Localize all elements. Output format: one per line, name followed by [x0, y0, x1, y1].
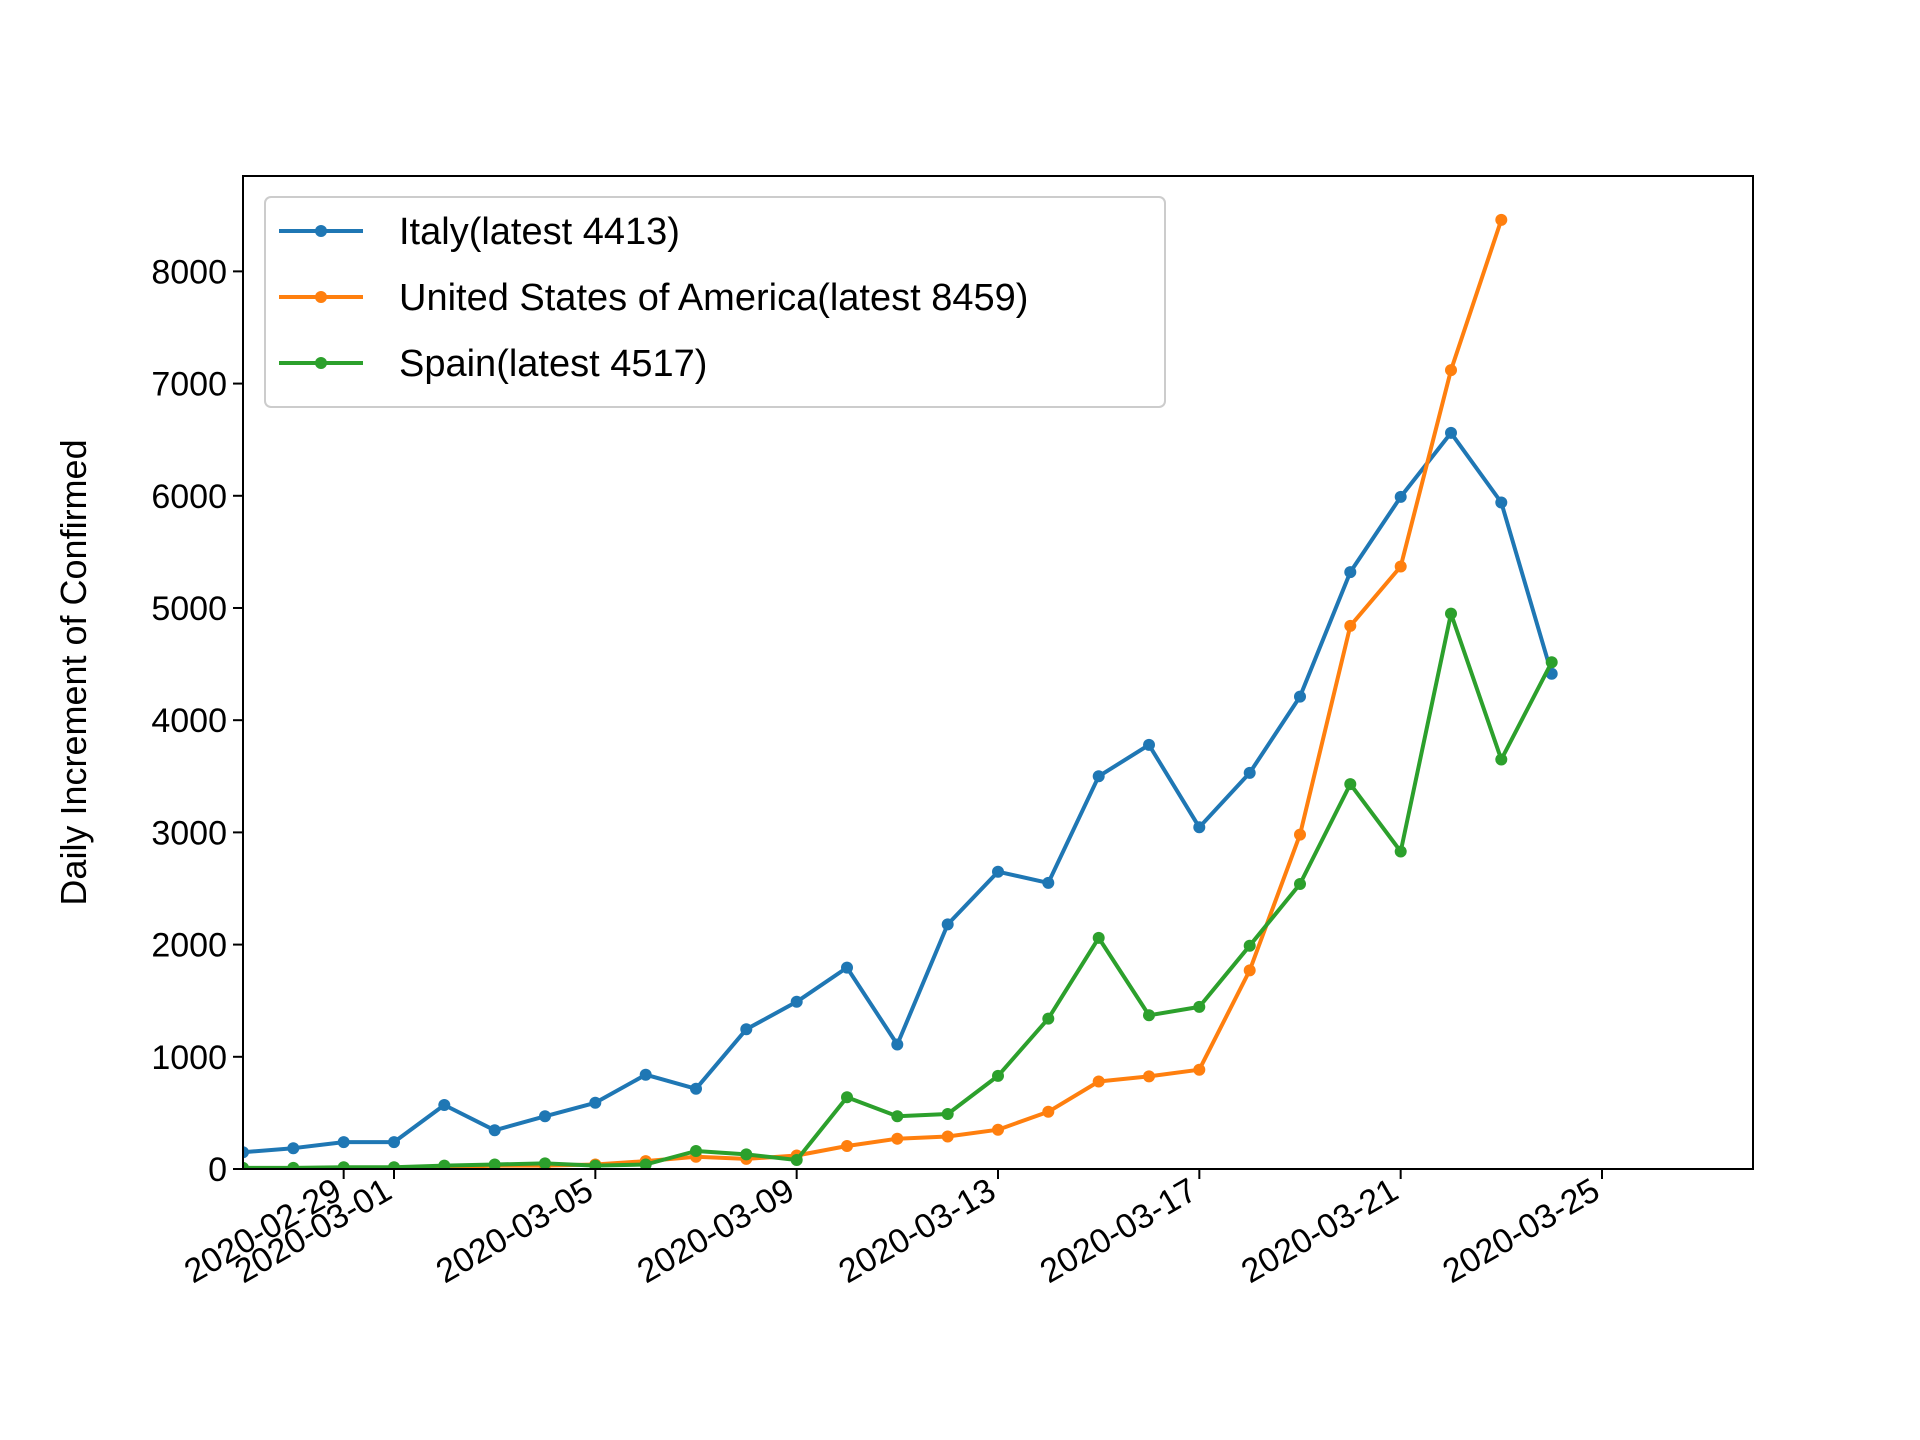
data-point: [841, 961, 853, 974]
data-point: [992, 865, 1004, 878]
data-point: [1344, 778, 1357, 791]
x-tick-label: 2020-03-21: [1235, 1171, 1405, 1291]
data-point: [1394, 560, 1407, 573]
data-point: [941, 1130, 954, 1143]
data-point: [1445, 364, 1457, 377]
y-tick-label: 4000: [151, 702, 227, 740]
data-point: [1394, 845, 1407, 858]
data-point: [941, 918, 954, 931]
data-point: [639, 1068, 652, 1081]
series-lines: [243, 213, 1558, 1169]
data-point: [243, 1146, 249, 1159]
data-point: [539, 1157, 551, 1169]
legend-box: [264, 196, 1166, 408]
data-point: [639, 1158, 652, 1169]
data-point: [941, 1108, 954, 1120]
data-point: [1243, 939, 1256, 952]
data-point: [388, 1161, 400, 1169]
data-point: [1243, 964, 1256, 977]
data-point: [1243, 766, 1256, 779]
data-point: [1143, 1009, 1155, 1022]
y-tick-label: 2000: [151, 927, 227, 965]
data-point: [488, 1158, 501, 1169]
data-point: [790, 1154, 803, 1166]
data-point: [589, 1096, 602, 1109]
data-point: [1445, 607, 1457, 620]
x-tick-label: 2020-03-17: [1034, 1171, 1204, 1291]
data-point: [1092, 931, 1105, 944]
data-point: [1092, 1075, 1105, 1088]
legend-marker: [315, 225, 327, 237]
y-tick-label: 6000: [151, 478, 227, 516]
data-point: [1092, 770, 1105, 783]
data-point: [841, 1140, 853, 1152]
data-point: [1294, 828, 1306, 841]
y-tick-label: 7000: [151, 366, 227, 404]
data-point: [690, 1082, 702, 1095]
data-point: [1042, 1105, 1055, 1118]
data-point: [992, 1069, 1004, 1082]
data-point: [1193, 821, 1206, 834]
y-tick-label: 8000: [151, 253, 227, 291]
data-point: [891, 1038, 904, 1051]
data-point: [1143, 738, 1155, 751]
x-tick-label: 2020-03-13: [832, 1171, 1002, 1291]
data-point: [1545, 656, 1558, 669]
data-point: [1193, 1000, 1206, 1013]
data-point: [589, 1159, 602, 1169]
data-point: [488, 1124, 501, 1137]
data-point: [438, 1159, 451, 1169]
y-axis-label: Daily Increment of Confirmed: [53, 439, 94, 905]
legend: Italy(latest 4413) United States of Ameri…: [264, 196, 1166, 408]
data-point: [891, 1110, 904, 1123]
y-tick-label: 0: [208, 1151, 227, 1189]
data-point: [337, 1161, 350, 1169]
data-point: [1143, 1070, 1155, 1083]
legend-marker: [315, 357, 327, 369]
data-point: [841, 1091, 853, 1104]
data-point: [1344, 619, 1357, 632]
legend-label: United States of America(latest 8459): [399, 277, 1028, 319]
data-point: [1495, 496, 1508, 509]
data-point: [790, 995, 803, 1008]
y-tick-label: 1000: [151, 1039, 227, 1077]
series-line-2: [243, 611, 1554, 1169]
data-point: [388, 1136, 400, 1149]
data-point: [438, 1099, 451, 1111]
data-point: [690, 1145, 702, 1157]
data-point: [1445, 426, 1457, 439]
data-point: [1495, 753, 1508, 766]
data-point: [243, 1161, 249, 1169]
legend-label: Italy(latest 4413): [399, 211, 680, 253]
y-tick-label: 5000: [151, 590, 227, 628]
data-point: [1193, 1063, 1206, 1076]
data-point: [1042, 876, 1055, 889]
data-point: [891, 1132, 904, 1145]
data-point: [1294, 690, 1306, 703]
data-point: [740, 1023, 753, 1036]
data-point: [1294, 878, 1306, 890]
data-point: [1344, 566, 1357, 579]
data-point: [287, 1161, 300, 1169]
data-point: [1394, 490, 1407, 503]
legend-label: Spain(latest 4517): [399, 343, 707, 385]
data-point: [992, 1123, 1004, 1136]
data-point: [337, 1136, 350, 1149]
x-tick-label: 2020-03-25: [1436, 1171, 1606, 1291]
data-point: [1042, 1012, 1055, 1025]
y-tick-label: 3000: [151, 814, 227, 852]
x-tick-label: 2020-03-09: [631, 1171, 801, 1291]
legend-marker: [315, 291, 327, 303]
y-axis: 0 1000 2000 3000 4000 5000 6000 7000 8000: [151, 253, 243, 1189]
x-tick-label: 2020-03-05: [430, 1171, 600, 1291]
data-point: [539, 1110, 551, 1123]
data-point: [740, 1148, 753, 1161]
data-point: [1495, 213, 1508, 226]
data-point: [287, 1142, 300, 1155]
